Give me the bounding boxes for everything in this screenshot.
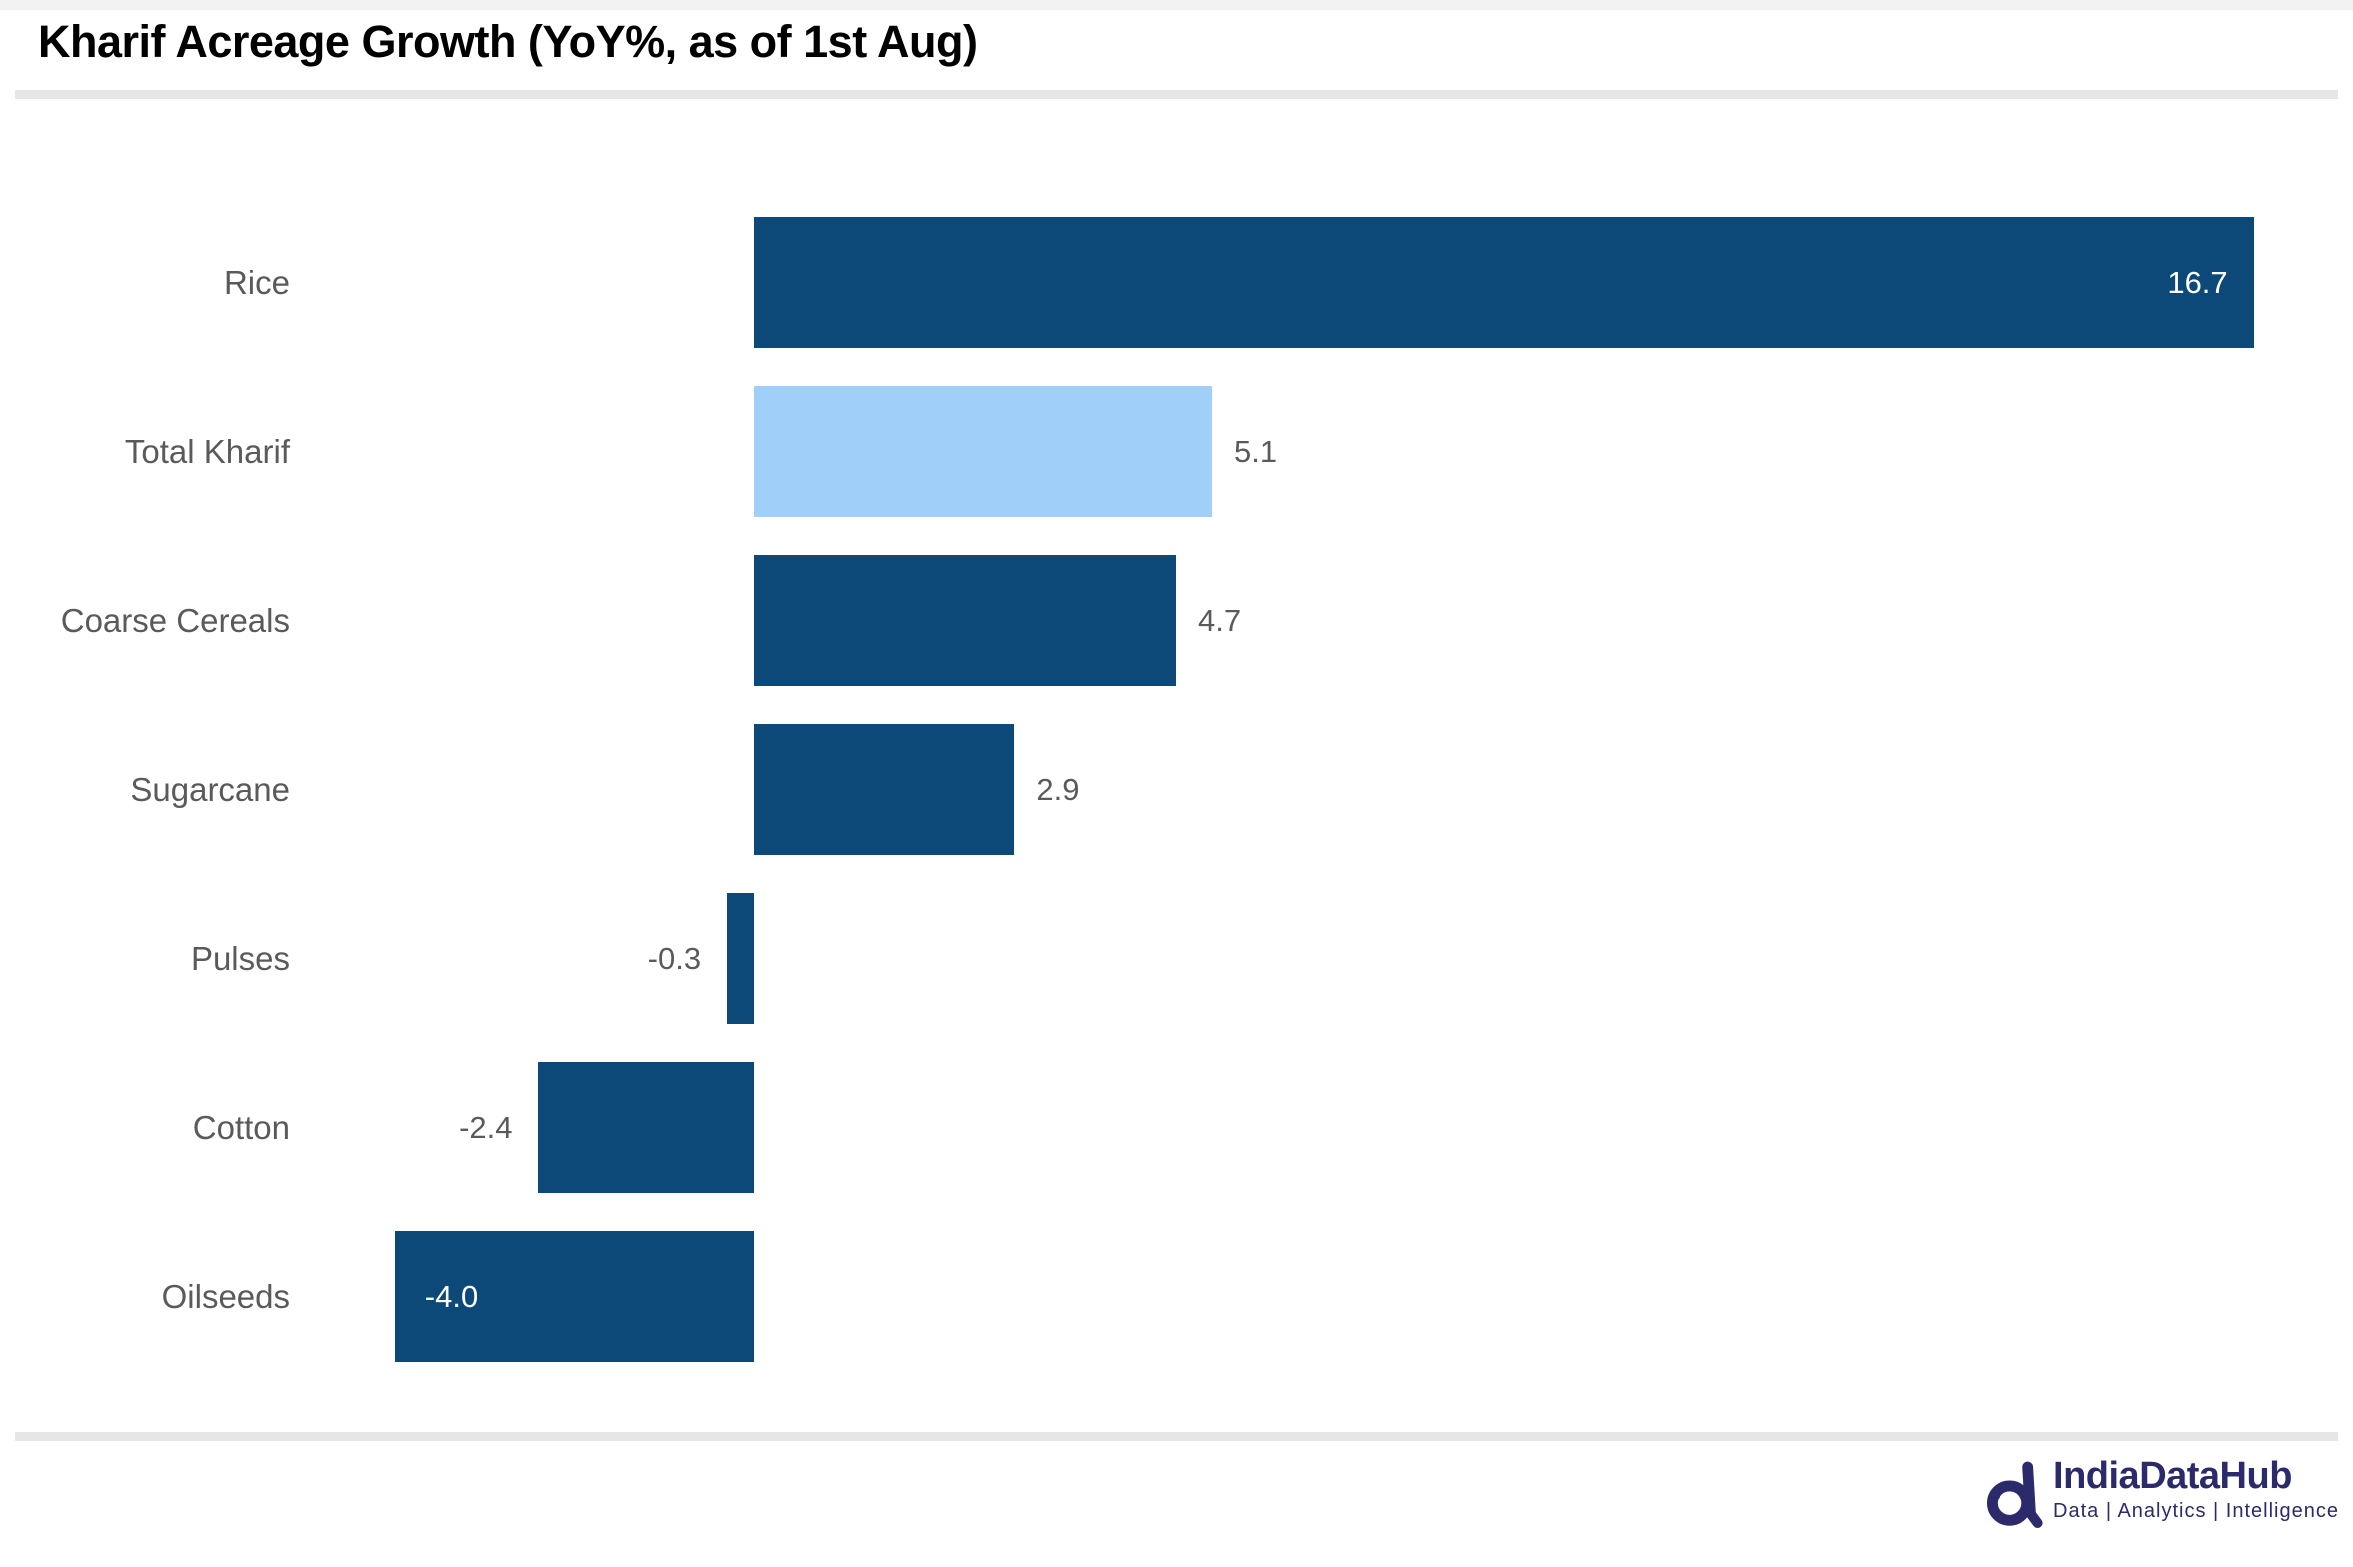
brand-text-block: IndiaDataHub Data | Analytics | Intellig… [2053, 1455, 2339, 1523]
bar-row-cotton: Cotton -2.4 [0, 1043, 2353, 1212]
footer-divider [15, 1432, 2338, 1441]
category-label-oilseeds: Oilseeds [161, 1277, 290, 1315]
category-label-coarse-cereals: Coarse Cereals [60, 601, 290, 639]
brand-logo: IndiaDataHub Data | Analytics | Intellig… [1987, 1455, 2339, 1531]
bar-sugarcane[interactable] [754, 724, 1015, 855]
bar-row-total-kharif: Total Kharif 5.1 [0, 367, 2353, 536]
bar-total-kharif[interactable] [754, 386, 1212, 517]
value-label-cotton: -2.4 [459, 1109, 513, 1145]
brand-tagline: Data | Analytics | Intelligence [2053, 1499, 2339, 1522]
chart-title: Kharif Acreage Growth (YoY%, as of 1st A… [38, 16, 978, 67]
bar-row-sugarcane: Sugarcane 2.9 [0, 705, 2353, 874]
category-label-cotton: Cotton [192, 1108, 290, 1146]
category-label-pulses: Pulses [190, 939, 290, 977]
value-label-coarse-cereals: 4.7 [1198, 602, 1242, 638]
bar-cotton[interactable] [538, 1062, 754, 1193]
indiadatahub-logo-icon [1987, 1461, 2043, 1528]
bar-chart: Rice 16.7 Total Kharif 5.1 Coarse Cereals 4.7… [0, 198, 2353, 1381]
bar-row-rice: Rice 16.7 [0, 198, 2353, 367]
bar-row-oilseeds: Oilseeds -4.0 [0, 1212, 2353, 1381]
bar-pulses[interactable] [727, 893, 754, 1024]
value-label-rice: 16.7 [2167, 264, 2228, 300]
category-label-rice: Rice [223, 263, 290, 301]
bar-coarse-cereals[interactable] [754, 555, 1177, 686]
title-divider [15, 90, 2338, 99]
bar-oilseeds[interactable] [394, 1231, 754, 1362]
bar-rice[interactable] [754, 217, 2254, 348]
window-top-strip [0, 0, 2353, 10]
value-label-total-kharif: 5.1 [1233, 433, 1278, 469]
value-label-sugarcane: 2.9 [1036, 771, 1080, 807]
value-label-oilseeds: -4.0 [424, 1278, 479, 1314]
bar-row-coarse-cereals: Coarse Cereals 4.7 [0, 536, 2353, 705]
bar-row-pulses: Pulses -0.3 [0, 874, 2353, 1043]
category-label-total-kharif: Total Kharif [124, 432, 290, 470]
value-label-pulses: -0.3 [647, 940, 702, 976]
brand-name: IndiaDataHub [2053, 1455, 2292, 1497]
category-label-sugarcane: Sugarcane [130, 770, 290, 808]
